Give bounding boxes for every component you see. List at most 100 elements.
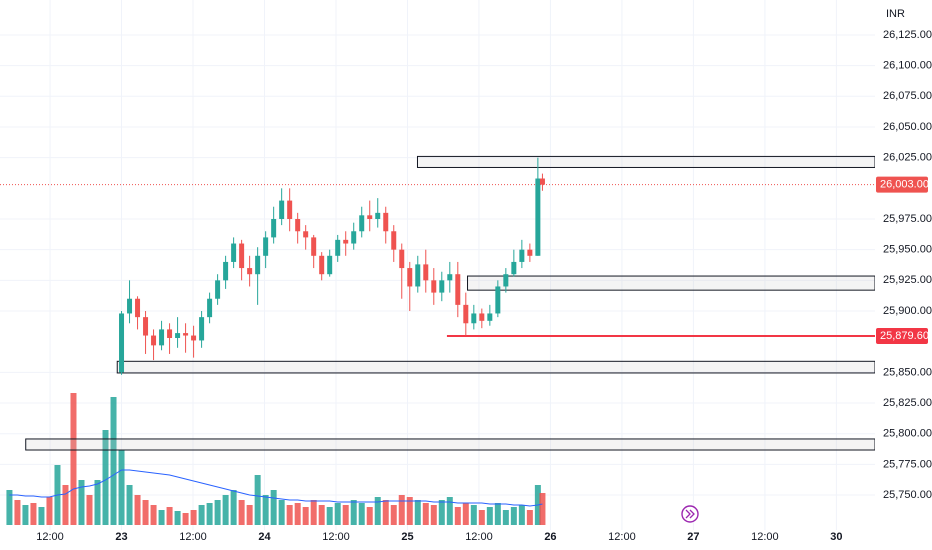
- volume-bar: [406, 497, 413, 525]
- volume-bar: [70, 393, 77, 525]
- candle-body: [495, 286, 501, 314]
- volume-pane: [6, 393, 546, 525]
- volume-bar: [118, 450, 125, 525]
- candle-body: [215, 280, 221, 299]
- volume-bar: [518, 505, 525, 525]
- candle-body: [199, 317, 205, 341]
- x-tick-label: 24: [258, 531, 271, 543]
- zone: [116, 360, 876, 374]
- candle-body: [287, 200, 293, 219]
- x-tick-label: 12:00: [179, 531, 207, 543]
- candle-body: [263, 237, 269, 256]
- volume-bar: [222, 495, 229, 525]
- volume-bar: [478, 510, 485, 525]
- candle-body: [271, 218, 277, 238]
- volume-bar: [150, 505, 157, 525]
- volume-bar: [134, 495, 141, 525]
- candle-body: [351, 231, 357, 244]
- volume-bar: [6, 490, 13, 525]
- volume-bar: [286, 505, 293, 525]
- volume-bar: [446, 497, 453, 525]
- candle-body: [407, 268, 413, 287]
- candle-body: [207, 298, 213, 318]
- level-badge: [876, 328, 928, 345]
- volume-bar: [198, 505, 205, 525]
- candle-body: [423, 264, 429, 281]
- volume-bar: [262, 495, 269, 525]
- candle-body: [399, 249, 405, 269]
- candle-body: [447, 274, 453, 281]
- last-price-label: 26,003.00: [880, 179, 929, 191]
- level-label: 25,879.60: [880, 330, 929, 342]
- candle-body: [119, 313, 125, 373]
- candle-body: [175, 333, 181, 338]
- x-tick-label: 12:00: [751, 531, 779, 543]
- volume-bar: [38, 507, 45, 525]
- candle-body: [359, 215, 365, 232]
- candle-body: [455, 274, 461, 305]
- volume-bar: [462, 503, 469, 525]
- volume-bar: [182, 513, 189, 525]
- volume-bar: [326, 507, 333, 525]
- candle-body: [519, 249, 525, 262]
- candle-body: [167, 329, 173, 338]
- candle-body: [191, 335, 197, 341]
- volume-bar: [30, 503, 37, 525]
- volume-bar: [230, 490, 237, 525]
- volume-bar: [174, 511, 181, 525]
- candle-body: [247, 268, 253, 275]
- currency-label: INR: [886, 8, 905, 20]
- candle-body: [279, 200, 285, 219]
- y-tick-label: 25,800.00: [883, 428, 932, 440]
- candle-body: [295, 218, 301, 232]
- y-tick-label: 26,125.00: [883, 29, 932, 41]
- y-tick-label: 26,100.00: [883, 60, 932, 72]
- candle-body: [183, 333, 189, 336]
- volume-bar: [46, 497, 53, 525]
- candle-body: [471, 313, 477, 324]
- candle-body: [223, 261, 229, 281]
- volume-bar: [438, 500, 445, 525]
- x-tick-label: 30: [830, 531, 842, 543]
- candle-body: [535, 178, 541, 256]
- x-tick-label: 12:00: [322, 531, 350, 543]
- y-tick-label: 25,775.00: [883, 458, 932, 470]
- candle-body: [327, 255, 333, 275]
- x-tick-label: 12:00: [608, 531, 636, 543]
- volume-bar: [78, 480, 85, 525]
- zone: [467, 275, 876, 291]
- y-tick-label: 26,025.00: [883, 152, 932, 164]
- volume-bar: [454, 507, 461, 525]
- volume-bar: [390, 505, 397, 525]
- candle-body: [511, 261, 517, 275]
- candle-body: [503, 274, 509, 287]
- volume-bar: [294, 503, 301, 525]
- volume-bar: [86, 495, 93, 525]
- volume-bar: [166, 507, 173, 525]
- candle-body: [463, 304, 469, 324]
- volume-bar: [334, 503, 341, 525]
- candle-body: [383, 212, 389, 232]
- y-tick-label: 25,950.00: [883, 244, 932, 256]
- price-axis-bg: [875, 0, 932, 550]
- y-tick-label: 26,050.00: [883, 121, 932, 133]
- volume-bar: [206, 503, 213, 525]
- candle-body: [159, 329, 165, 346]
- candle-body: [231, 243, 237, 262]
- volume-bar: [142, 500, 149, 525]
- zone: [416, 155, 876, 168]
- y-tick-label: 25,850.00: [883, 366, 932, 378]
- volume-bar: [254, 475, 261, 525]
- scroll-to-realtime[interactable]: [681, 505, 699, 523]
- candle-body: [143, 317, 149, 336]
- volume-bar: [62, 485, 69, 525]
- volume-bar: [430, 505, 437, 525]
- volume-bar: [398, 495, 405, 525]
- volume-bar: [374, 497, 381, 525]
- candle-body: [135, 298, 141, 318]
- candle-body: [487, 313, 493, 321]
- y-tick-label: 25,900.00: [883, 305, 932, 317]
- volume-bar: [190, 510, 197, 525]
- candle-body: [303, 231, 309, 238]
